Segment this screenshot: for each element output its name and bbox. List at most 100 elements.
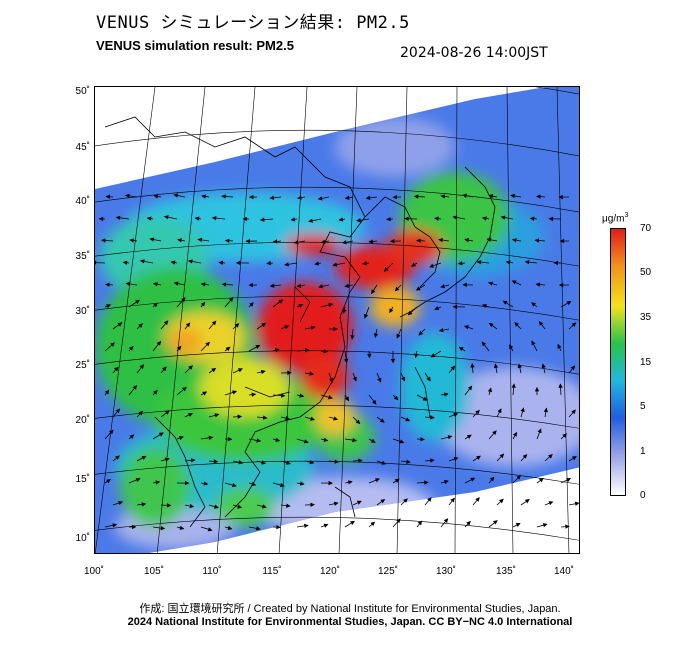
wind-arrow-head xyxy=(511,383,516,388)
wind-arrow-head xyxy=(329,378,334,383)
wind-arrow-head xyxy=(309,460,315,465)
wind-arrow-head xyxy=(214,413,220,418)
wind-arrow-head xyxy=(389,308,394,314)
wind-arrow-head xyxy=(249,302,254,307)
wind-arrow-head xyxy=(505,260,511,265)
wind-arrow-head xyxy=(238,460,244,465)
wind-arrow-head xyxy=(106,479,112,484)
wind-arrow-head xyxy=(368,239,374,244)
wind-arrow-head xyxy=(153,389,158,395)
wind-arrow-head xyxy=(457,261,463,266)
lon-tick-label: 100˚ xyxy=(83,566,104,577)
wind-arrow-head xyxy=(396,518,401,524)
wind-arrow-head xyxy=(235,260,241,266)
wind-arrow-head xyxy=(278,299,284,304)
lat-tick-label: 30˚ xyxy=(75,306,90,317)
title-english: VENUS simulation result: PM2.5 xyxy=(96,38,294,53)
wind-arrow-head xyxy=(481,303,487,309)
wind-arrow-head xyxy=(261,322,267,328)
lat-tick-label: 35˚ xyxy=(75,251,90,262)
wind-arrow-head xyxy=(356,218,361,223)
wind-arrow-head xyxy=(394,478,400,483)
forecast-timestamp: 2024-08-26 14:00JST xyxy=(400,45,548,61)
wind-arrow-head xyxy=(153,302,158,308)
wind-arrow-head xyxy=(427,497,432,502)
wind-arrow-head xyxy=(488,322,494,328)
wind-arrow-head xyxy=(475,409,480,415)
wind-arrow-head xyxy=(450,497,455,503)
wind-arrow-head xyxy=(481,341,487,347)
wind-arrow-head xyxy=(416,238,421,243)
wind-arrow-head xyxy=(434,216,439,221)
wind-arrow-head xyxy=(386,216,391,222)
wind-arrow-head xyxy=(332,262,338,267)
wind-arrow-head xyxy=(570,365,576,371)
wind-arrow-head xyxy=(407,310,413,316)
wind-arrow-head xyxy=(188,412,193,417)
wind-arrow-head xyxy=(438,328,444,333)
wind-arrow-head xyxy=(396,333,401,339)
wind-arrow-head xyxy=(122,260,128,265)
wind-arrow-head xyxy=(255,345,261,350)
wind-arrow-head xyxy=(276,524,281,530)
wind-arrow-head xyxy=(179,525,185,530)
wind-arrow-head xyxy=(290,217,296,222)
wind-arrow-head xyxy=(190,458,196,463)
lat-tick-label: 40˚ xyxy=(75,196,90,207)
wind-arrow-head xyxy=(426,376,431,382)
wind-arrow-head xyxy=(162,366,167,372)
wind-arrow-head xyxy=(497,408,502,414)
wind-arrow-head xyxy=(304,523,309,529)
wind-arrow-head xyxy=(274,348,280,353)
wind-arrow-head xyxy=(259,217,265,222)
wind-arrow-head xyxy=(558,282,564,288)
wind-arrow-head xyxy=(377,377,382,383)
wind-arrow-head xyxy=(237,414,243,419)
wind-arrow-head xyxy=(304,348,310,353)
lat-tick-label: 25˚ xyxy=(75,360,90,371)
wind-arrow-head xyxy=(502,300,508,305)
wind-arrow-head xyxy=(538,321,544,326)
wind-arrow-head xyxy=(310,502,315,507)
wind-arrow-head xyxy=(470,477,476,482)
wind-arrow-head xyxy=(443,392,449,397)
wind-arrow-head xyxy=(390,358,396,364)
wind-arrow-head xyxy=(499,498,504,504)
lon-tick-label: 140˚ xyxy=(553,566,574,577)
wind-arrow-head xyxy=(293,240,299,245)
wind-arrow-head xyxy=(344,283,350,288)
wind-arrow-head xyxy=(207,527,213,532)
wind-arrow-head xyxy=(534,238,540,243)
wind-arrow-head xyxy=(440,194,446,199)
lon-tick-label: 130˚ xyxy=(435,566,456,577)
wind-arrow-head xyxy=(287,370,292,375)
wind-arrow-head xyxy=(251,481,257,486)
wind-arrow-head xyxy=(110,342,115,347)
wind-arrow-head xyxy=(125,281,131,287)
wind-arrow-head xyxy=(189,503,195,509)
lat-tick-label: 45˚ xyxy=(75,142,90,153)
wind-arrow-head xyxy=(173,281,179,286)
wind-arrow-head xyxy=(482,216,487,221)
wind-arrow-head xyxy=(328,480,334,486)
wind-arrow-head xyxy=(177,238,182,243)
wind-arrow-head xyxy=(487,281,493,286)
wind-arrow-head xyxy=(115,408,121,414)
wind-arrow-head xyxy=(487,387,492,393)
wind-arrow-head xyxy=(200,301,206,307)
wind-arrow-head xyxy=(138,323,143,328)
wind-arrow-head xyxy=(227,436,233,442)
wind-arrow-head xyxy=(323,349,329,354)
wind-arrow-head xyxy=(129,434,135,439)
wind-arrow-head xyxy=(124,193,130,198)
wind-arrow-head xyxy=(152,282,158,287)
wind-arrow-head xyxy=(343,358,349,364)
wind-arrow-head xyxy=(314,261,320,266)
wind-arrow-head xyxy=(405,417,411,422)
wind-arrow-head xyxy=(284,262,289,267)
wind-arrow-head xyxy=(156,340,162,346)
wind-arrow-head xyxy=(333,501,339,506)
wind-arrow-head xyxy=(138,410,144,416)
wind-arrow-head xyxy=(486,237,492,242)
wind-arrow-head xyxy=(231,482,237,488)
